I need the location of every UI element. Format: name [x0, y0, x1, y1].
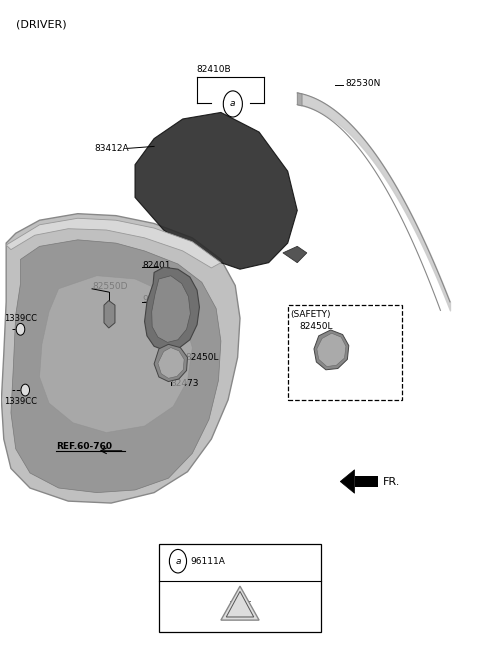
Text: 82401: 82401 [142, 262, 171, 270]
Polygon shape [144, 267, 199, 351]
Text: (DRIVER): (DRIVER) [16, 19, 66, 30]
Polygon shape [104, 300, 115, 328]
Circle shape [21, 384, 30, 396]
Text: 1339CC: 1339CC [4, 397, 37, 405]
Polygon shape [152, 276, 191, 342]
Polygon shape [135, 112, 297, 269]
Circle shape [169, 550, 187, 573]
Text: 82550D: 82550D [92, 282, 128, 291]
Circle shape [223, 91, 242, 117]
Polygon shape [1, 214, 240, 503]
Text: REF.60-760: REF.60-760 [56, 442, 112, 451]
Polygon shape [39, 276, 192, 432]
Text: a: a [230, 100, 236, 108]
Text: (SAFETY): (SAFETY) [290, 310, 331, 319]
Text: 82410B: 82410B [196, 66, 231, 75]
Text: 82450L: 82450L [185, 353, 218, 362]
Polygon shape [317, 333, 346, 367]
Polygon shape [154, 344, 188, 382]
Text: 82450L: 82450L [300, 321, 333, 331]
Text: 83412A: 83412A [95, 144, 129, 153]
Bar [355, 476, 378, 487]
Text: 96111A: 96111A [190, 557, 225, 565]
Text: 82473: 82473 [171, 379, 199, 388]
Text: 97262A: 97262A [142, 295, 177, 304]
Polygon shape [158, 348, 184, 379]
Polygon shape [297, 93, 302, 106]
Polygon shape [221, 586, 259, 620]
Polygon shape [283, 247, 307, 262]
Text: 82530N: 82530N [345, 79, 380, 87]
Polygon shape [340, 470, 355, 493]
Text: FR.: FR. [383, 476, 400, 487]
Circle shape [16, 323, 25, 335]
Text: 1339CC: 1339CC [4, 314, 37, 323]
Polygon shape [314, 330, 349, 370]
Polygon shape [11, 240, 221, 493]
Text: a: a [175, 557, 180, 565]
Polygon shape [6, 218, 221, 268]
